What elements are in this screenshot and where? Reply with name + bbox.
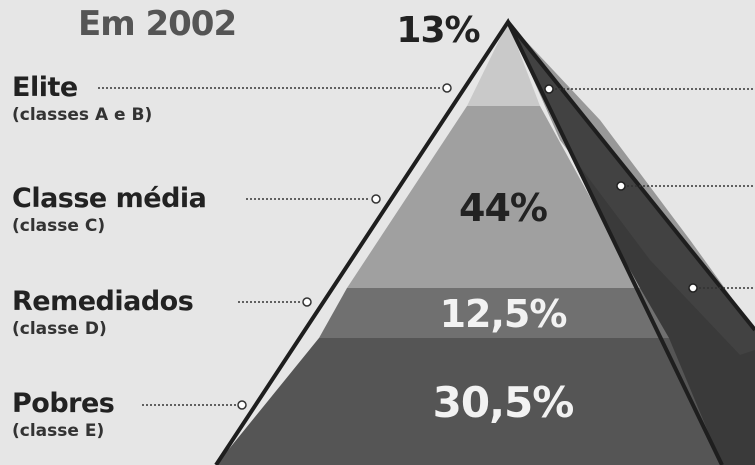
pyramid-side-highlight — [508, 22, 755, 355]
label-pobres: Pobres (classe E) — [12, 388, 115, 442]
percent-pobres: 30,5% — [432, 378, 575, 427]
leader-dot-remediados — [302, 297, 312, 307]
label-remediados: Remediados (classe D) — [12, 286, 194, 340]
label-remediados-sub: (classe D) — [12, 319, 107, 339]
label-remediados-name: Remediados — [12, 286, 194, 317]
side-leader-dot-2 — [616, 181, 626, 191]
side-leader-dot-1 — [544, 84, 554, 94]
label-pobres-name: Pobres — [12, 388, 115, 419]
band-elite — [467, 22, 540, 106]
label-classe-media: Classe média (classe C) — [12, 183, 207, 237]
pyramid-side-outline — [506, 20, 755, 332]
leader-dot-pobres — [237, 400, 247, 410]
leader-dot-media — [371, 194, 381, 204]
label-elite-sub: (classes A e B) — [12, 105, 153, 125]
band-pobres — [216, 338, 722, 465]
percent-classe-media: 44% — [459, 186, 548, 230]
leader-dot-elite — [442, 83, 452, 93]
percent-remediados: 12,5% — [439, 292, 568, 336]
label-classe-media-name: Classe média — [12, 183, 207, 214]
label-pobres-sub: (classe E) — [12, 421, 105, 441]
label-elite: Elite (classes A e B) — [12, 72, 152, 126]
label-classe-media-sub: (classe C) — [12, 216, 106, 236]
band-classe-media — [347, 106, 640, 288]
side-leader-dot-3 — [688, 283, 698, 293]
label-elite-name: Elite — [12, 72, 78, 103]
diagram-title: Em 2002 — [78, 4, 237, 44]
band-remediados — [319, 288, 669, 338]
percent-elite: 13% — [396, 10, 480, 51]
